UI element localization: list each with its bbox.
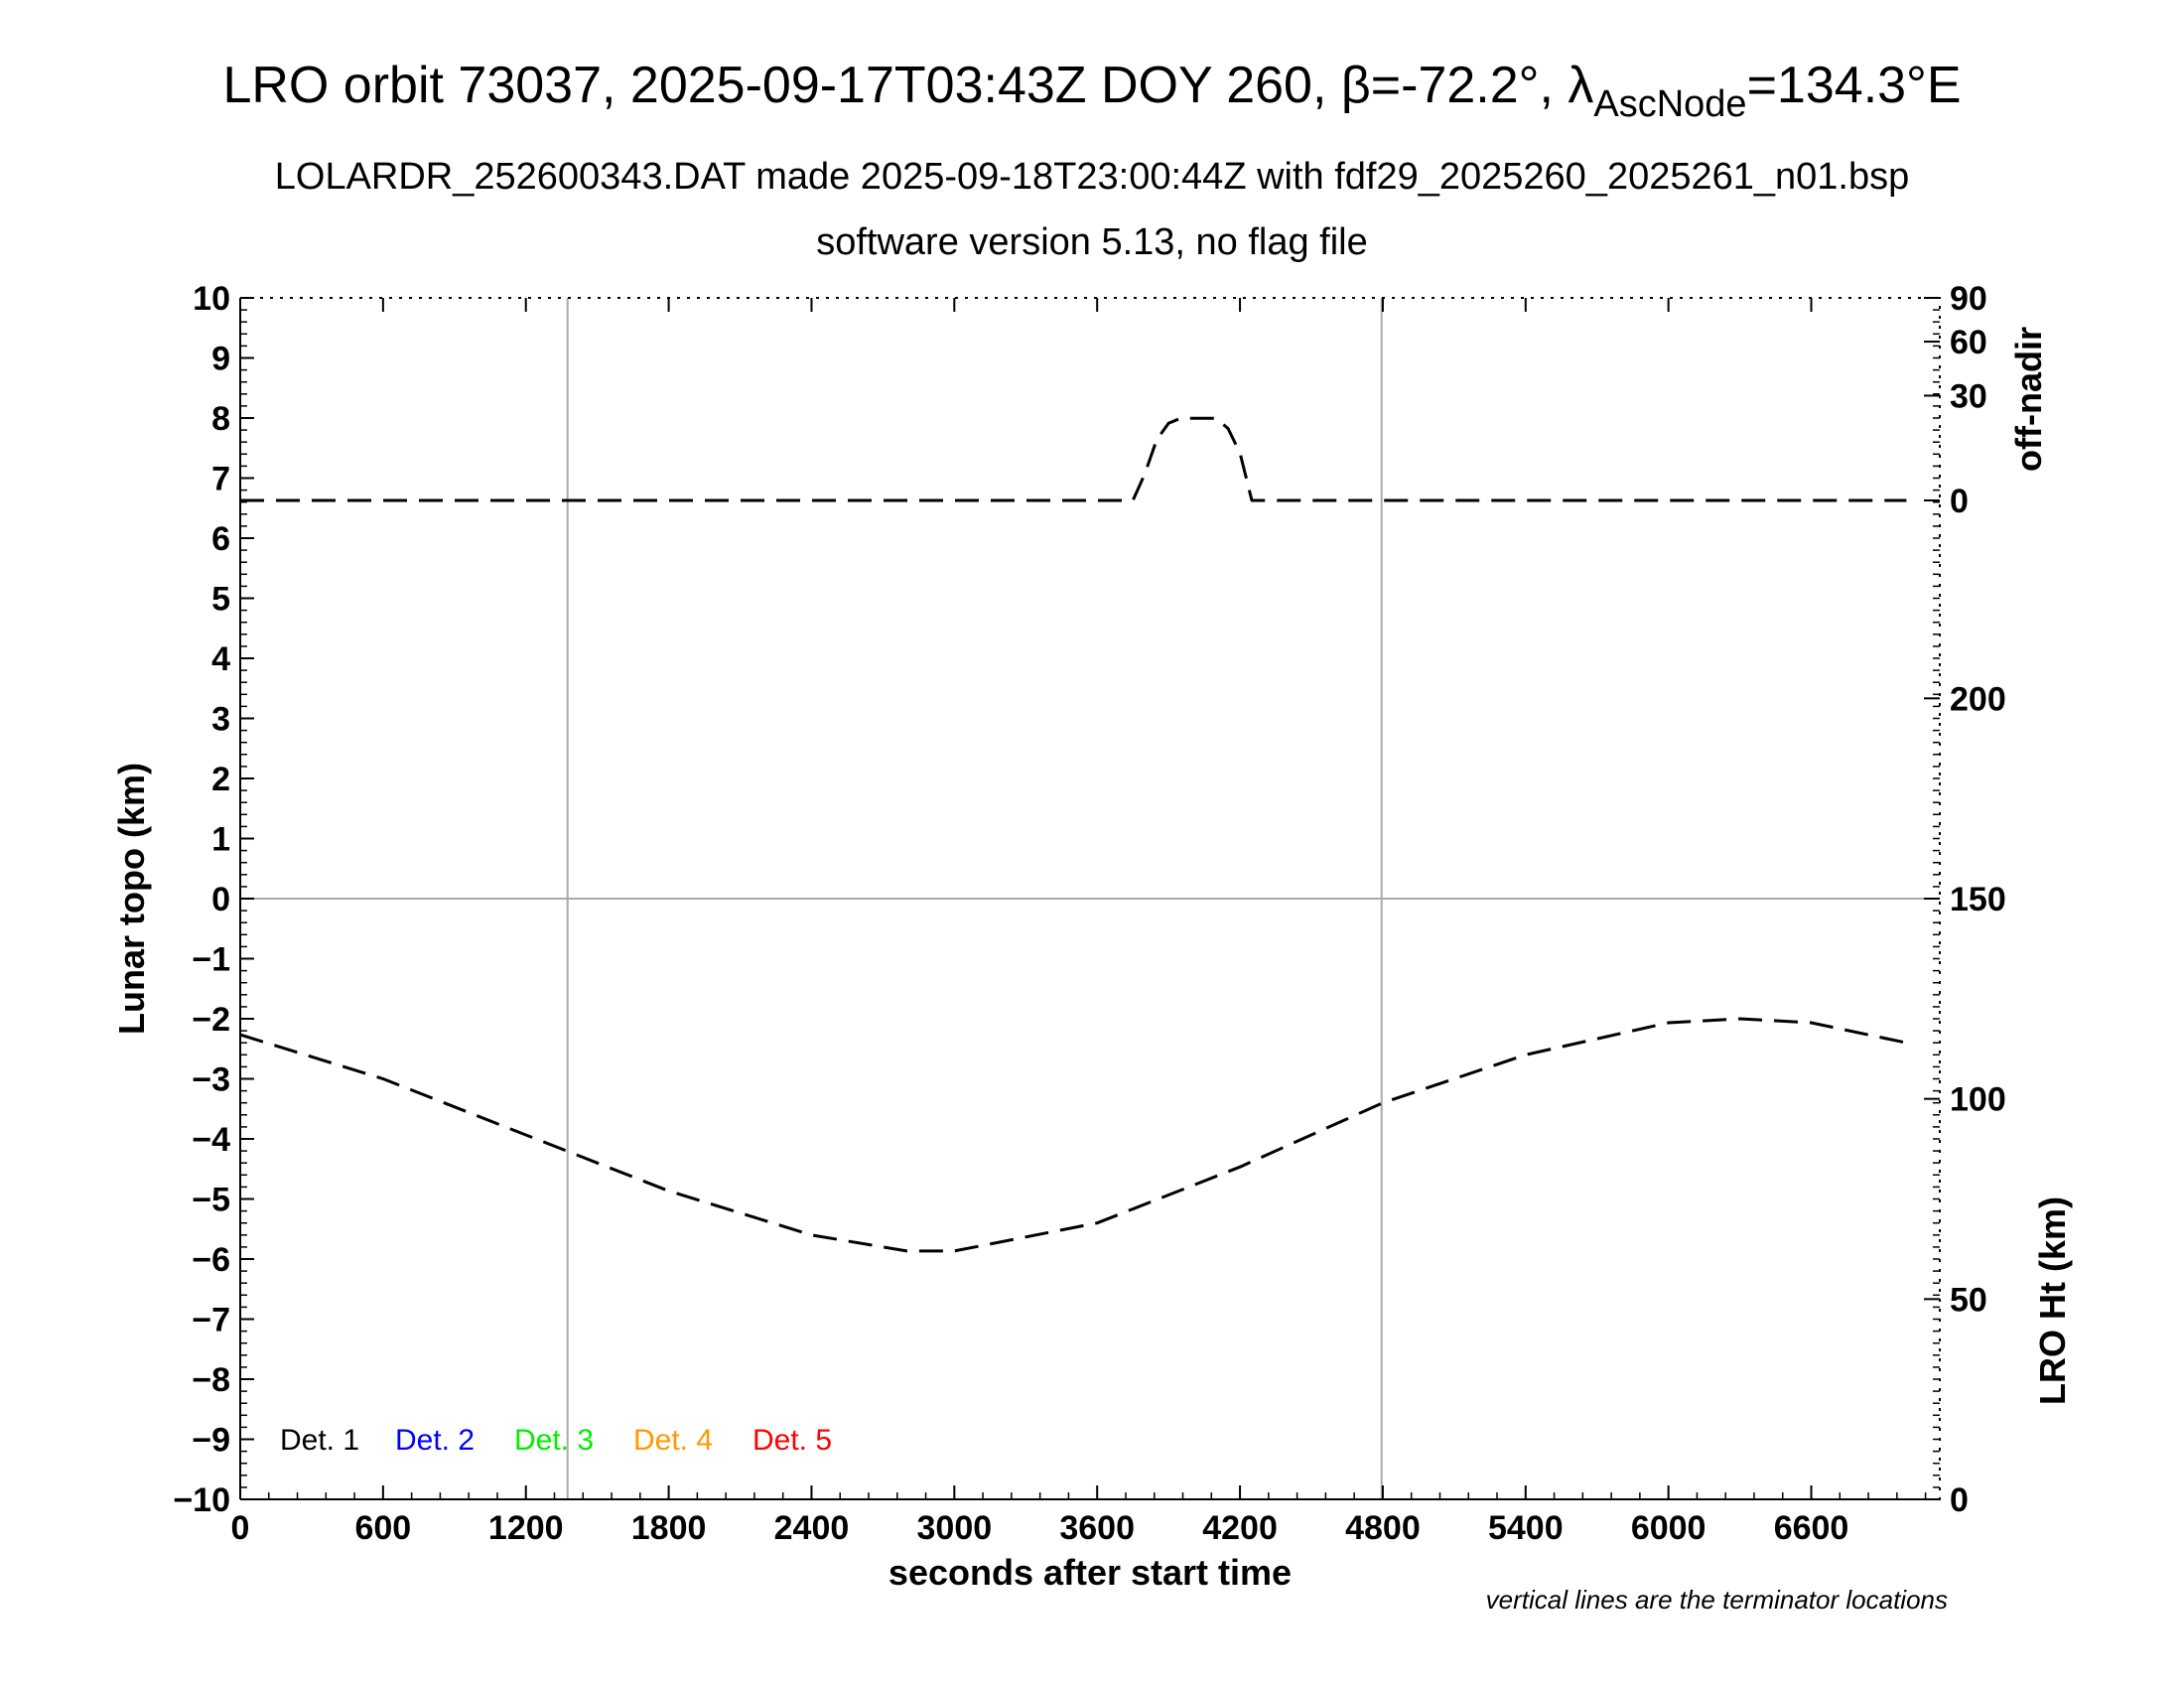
x-tick-label: 4800: [1345, 1509, 1421, 1547]
legend-item: Det. 5: [752, 1424, 832, 1457]
x-tick-label: 1800: [631, 1509, 707, 1547]
legend-item: Det. 3: [514, 1424, 594, 1457]
y-tick-label: 7: [211, 461, 230, 498]
legend: Det. 1 Det. 2 Det. 3 Det. 4 Det. 5: [280, 1424, 832, 1457]
x-tick-label: 6600: [1774, 1509, 1849, 1547]
series-off-nadir: [240, 416, 1907, 502]
y-tick-label: 4: [211, 640, 230, 678]
axis-ticks: [239, 297, 1940, 1500]
x-tick-label: 2400: [774, 1509, 850, 1547]
off-nadir-tick-label: 60: [1950, 324, 1987, 361]
y-tick-label: 9: [211, 341, 230, 378]
y-tick-label: 10: [193, 280, 230, 318]
tick-labels: 0 600 1200 1800 2400 3000 3600 4200 4800 5400 6000…: [173, 280, 2005, 1547]
y-tick-label: 6: [211, 520, 230, 558]
y-tick-label: 8: [211, 400, 230, 438]
x-tick-label: 3000: [917, 1509, 993, 1547]
ht-tick-label: 200: [1950, 680, 2006, 718]
y-tick-label: −6: [192, 1241, 230, 1279]
y-tick-label: −9: [192, 1422, 230, 1460]
y-tick-label: 0: [211, 881, 230, 918]
y-tick-label: 3: [211, 701, 230, 739]
ht-tick-label: 0: [1950, 1481, 1969, 1519]
series-lro-ht: [239, 1017, 1907, 1253]
y-axis-label-off-nadir: off-nadir: [2008, 327, 2049, 472]
series-layer: [239, 416, 1907, 1253]
x-tick-label: 0: [231, 1509, 250, 1547]
y-tick-label: −8: [192, 1361, 230, 1399]
x-tick-label: 1200: [488, 1509, 564, 1547]
y-tick-label: −1: [192, 941, 230, 979]
y-tick-label: −10: [173, 1481, 230, 1519]
y-tick-label: −5: [192, 1182, 230, 1219]
x-tick-label: 3600: [1059, 1509, 1135, 1547]
x-tick-label: 600: [354, 1509, 411, 1547]
chart-title: LRO orbit 73037, 2025-09-17T03:43Z DOY 2…: [222, 57, 1961, 125]
ht-tick-label: 150: [1950, 881, 2006, 918]
legend-item: Det. 4: [633, 1424, 713, 1457]
y-tick-label: 2: [211, 761, 230, 798]
terminator-lines: [240, 298, 1940, 1499]
ht-tick-label: 50: [1950, 1281, 1987, 1319]
off-nadir-tick-label: 0: [1950, 483, 1969, 520]
legend-item: Det. 1: [280, 1424, 359, 1457]
chart-subtitle-file: LOLARDR_252600343.DAT made 2025-09-18T23…: [275, 156, 1910, 198]
y-axis-label-left: Lunar topo (km): [111, 763, 152, 1035]
x-axis-label: seconds after start time: [888, 1552, 1292, 1593]
y-tick-label: −4: [192, 1121, 230, 1159]
y-tick-label: 5: [211, 581, 230, 619]
ht-tick-label: 100: [1950, 1081, 2006, 1119]
y-tick-label: 1: [211, 821, 230, 859]
off-nadir-tick-label: 30: [1950, 377, 1987, 415]
chart-subtitle-software: software version 5.13, no flag file: [816, 221, 1368, 263]
off-nadir-tick-label: 90: [1950, 280, 1987, 318]
y-tick-label: −3: [192, 1061, 230, 1099]
y-tick-label: −2: [192, 1001, 230, 1039]
x-tick-label: 6000: [1631, 1509, 1706, 1547]
y-axis-label-ht: LRO Ht (km): [2032, 1196, 2073, 1405]
x-tick-label: 5400: [1488, 1509, 1564, 1547]
legend-item: Det. 2: [395, 1424, 475, 1457]
terminator-note: vertical lines are the terminator locati…: [1486, 1585, 1948, 1615]
y-tick-label: −7: [192, 1302, 230, 1339]
x-tick-label: 4200: [1202, 1509, 1278, 1547]
